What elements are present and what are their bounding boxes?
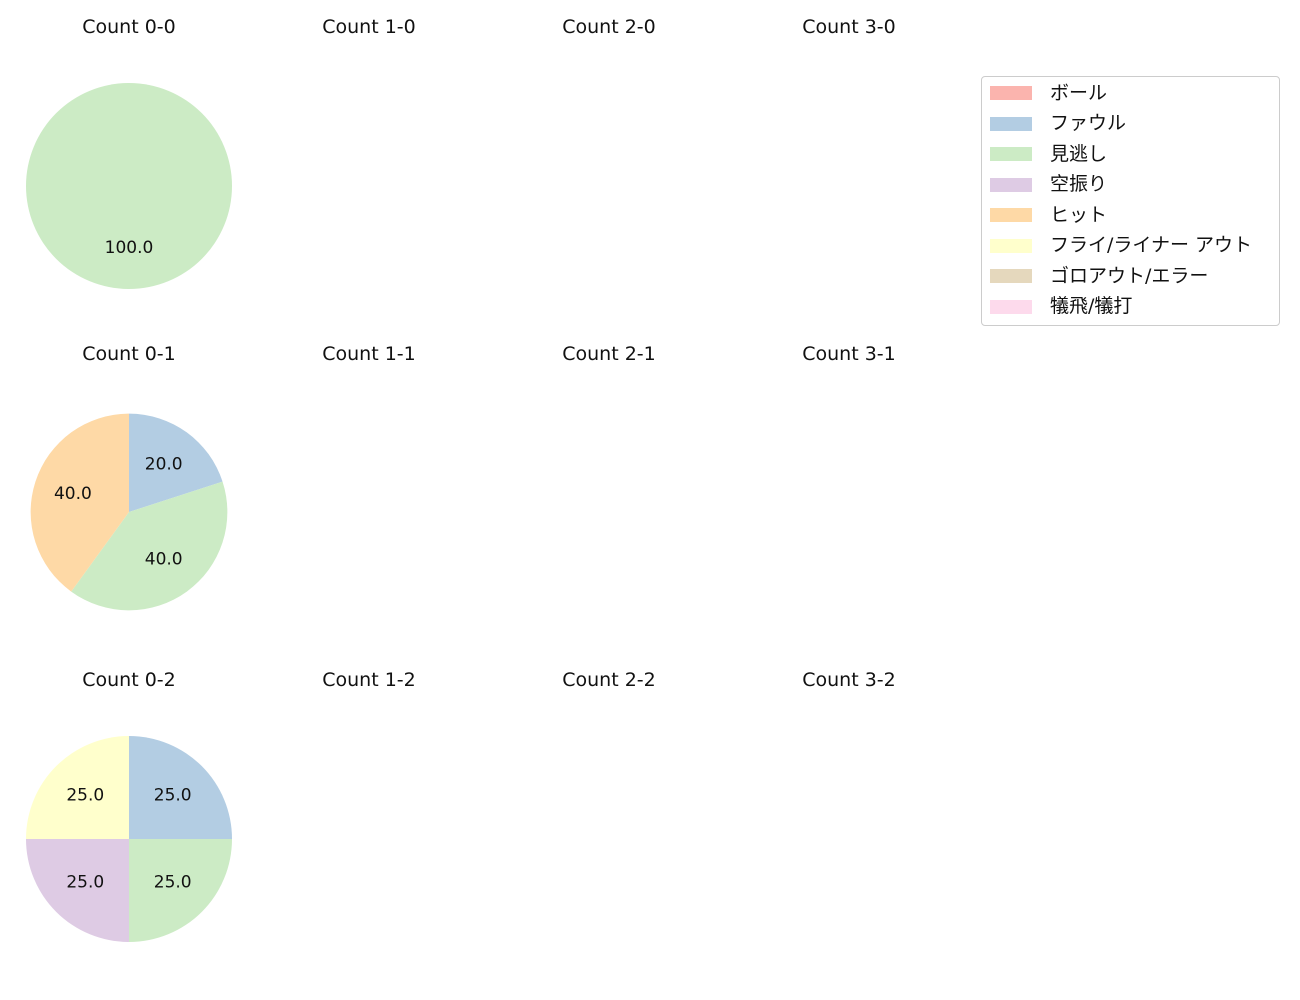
- slice-label: 40.0: [54, 484, 92, 504]
- subplot-title-count-2-1: Count 2-1: [562, 343, 656, 365]
- pie-slice-count-0-1: [30, 413, 129, 592]
- legend-item: ヒット: [990, 203, 1107, 227]
- legend-label: ボール: [1050, 81, 1108, 104]
- legend-label: ファウル: [1050, 112, 1127, 134]
- legend-swatch: [990, 299, 1032, 314]
- legend-label: 空振り: [1050, 173, 1108, 195]
- slice-label: 25.0: [154, 873, 192, 893]
- slice-label: 100.0: [105, 238, 154, 258]
- legend-swatch: [990, 147, 1032, 161]
- legend-swatch: [990, 238, 1032, 253]
- pie-slice-count-0-1: [71, 481, 228, 611]
- legend-item: ファウル: [990, 112, 1126, 136]
- legend-item: ボール: [990, 81, 1107, 105]
- subplot-title-count-0-2: Count 0-2: [82, 669, 176, 691]
- legend-label: ゴロアウト/エラー: [1050, 264, 1209, 287]
- legend-swatch: [990, 177, 1032, 192]
- pie-slice-count-0-2: [129, 839, 232, 942]
- subplot-title-count-1-1: Count 1-1: [322, 343, 416, 365]
- legend-swatch: [990, 116, 1032, 131]
- slice-label: 25.0: [66, 785, 104, 805]
- subplot-title-count-1-0: Count 1-0: [322, 16, 416, 38]
- legend-label: ヒット: [1050, 203, 1108, 226]
- legend-item: 空振り: [990, 173, 1107, 197]
- legend-swatch: [990, 269, 1032, 283]
- slice-label: 40.0: [145, 550, 183, 570]
- subplot-title-count-2-2: Count 2-2: [562, 669, 656, 691]
- legend: ボールファウル見逃し空振りヒットフライ/ライナー アウト ゴロアウト/エラー 犠飛/…: [981, 76, 1280, 326]
- pie-slice-count-0-2: [129, 736, 232, 839]
- legend-label: 犠飛/犠打: [1050, 295, 1133, 317]
- pie-slice-count-0-2: [26, 839, 129, 942]
- slice-label: 20.0: [145, 454, 183, 474]
- subplot-title-count-0-1: Count 0-1: [82, 343, 176, 365]
- slice-label: 25.0: [66, 873, 104, 893]
- subplot-title-count-3-2: Count 3-2: [802, 669, 896, 691]
- subplot-title-count-3-1: Count 3-1: [802, 343, 896, 365]
- pie-slice-count-0-0: [26, 83, 232, 289]
- legend-label: 見逃し: [1050, 142, 1108, 165]
- pie-slice-count-0-1: [129, 413, 223, 512]
- legend-item: 見逃し: [990, 142, 1107, 166]
- pie-slice-count-0-2: [26, 736, 129, 839]
- slice-label: 25.0: [154, 785, 192, 805]
- legend-swatch: [990, 86, 1032, 100]
- legend-item: ゴロアウト/エラー: [990, 264, 1208, 288]
- legend-label: フライ/ライナー アウト: [1050, 234, 1253, 256]
- legend-swatch: [990, 208, 1032, 222]
- subplot-title-count-2-0: Count 2-0: [562, 16, 656, 38]
- subplot-title-count-0-0: Count 0-0: [82, 16, 176, 38]
- subplot-title-count-1-2: Count 1-2: [322, 669, 416, 691]
- subplot-title-count-3-0: Count 3-0: [802, 16, 896, 38]
- legend-item: フライ/ライナー アウト: [990, 234, 1252, 258]
- legend-item: 犠飛/犠打: [990, 295, 1132, 319]
